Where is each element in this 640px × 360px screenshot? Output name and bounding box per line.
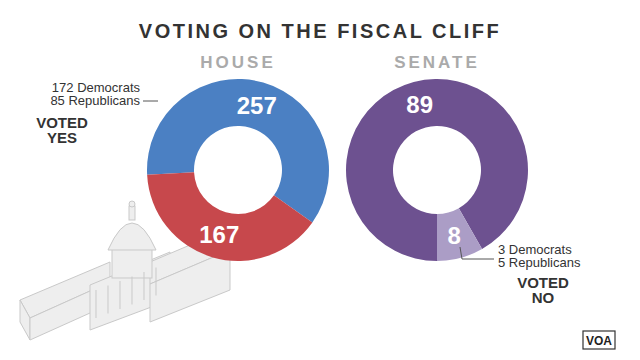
donut-slice [147,172,312,261]
annotation-line: 85 Republicans [50,93,140,108]
chart-subtitle: SENATE [394,53,480,72]
donut-slice [437,208,482,261]
annotation-leader [460,247,494,259]
capitol-lantern [129,206,135,220]
source-label: VOA [586,334,612,348]
data-label: 167 [199,221,239,248]
data-label: 257 [237,92,277,119]
capitol-wing-right-front [150,250,230,322]
donut-slice [346,79,528,261]
data-label: 89 [406,91,433,118]
capitol-column [144,272,145,300]
capitol-column [108,286,109,314]
capitol-drum [112,248,152,278]
capitol-dome [108,223,156,250]
capitol-column [120,281,121,309]
chart-root: VOTING ON THE FISCAL CLIFFHOUSE257167172… [0,0,640,360]
donut-chart: HOUSE257167172 Democrats85 RepublicansVO… [36,53,329,261]
annotation-label: VOTEDNO [517,274,569,306]
capitol-wing-left-side [20,300,30,340]
background [0,0,640,360]
data-label: 8 [448,222,461,249]
source-logo-box [583,331,615,349]
donut-chart: SENATE8983 Democrats5 RepublicansVOTEDNO [346,53,581,306]
annotation-line: 5 Republicans [498,255,581,270]
capitol-column [132,277,133,305]
annotation-label: VOTEDYES [36,114,88,146]
source-logo: VOA [583,331,615,349]
chart-subtitle: HOUSE [200,53,275,72]
chart-title: VOTING ON THE FISCAL CLIFF [139,20,501,42]
annotation-label-line: YES [47,129,77,146]
annotation-leader [143,101,158,102]
annotation-label-line: NO [532,289,555,306]
capitol-column [156,268,157,296]
capitol-column [96,290,97,318]
capitol-statue [129,201,135,207]
